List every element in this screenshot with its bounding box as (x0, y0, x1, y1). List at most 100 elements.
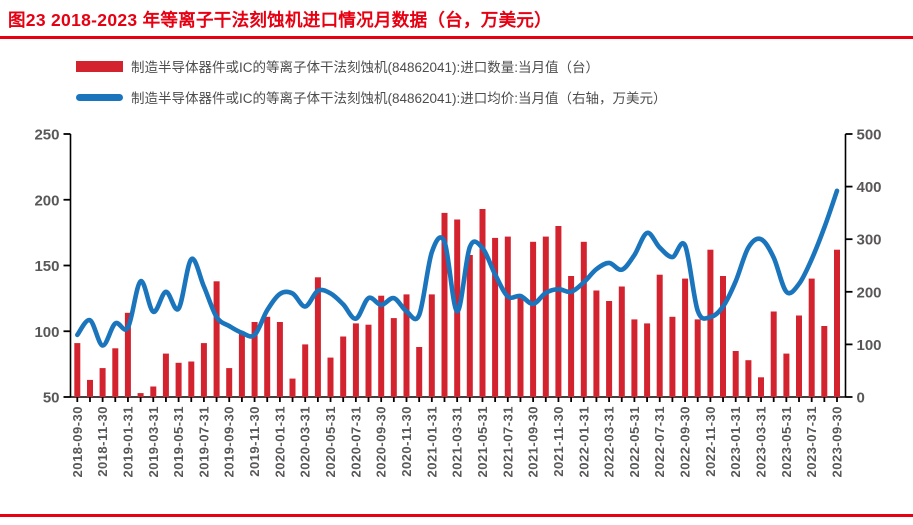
right-axis-tick-label: 300 (857, 232, 882, 249)
x-axis-tick-label: 2022-07-31 (652, 406, 667, 478)
import-quantity-bar (137, 393, 144, 397)
left-axis-tick-label: 50 (43, 390, 60, 407)
figure-title: 图23 2018-2023 年等离子干法刻蚀机进口情况月数据（台，万美元） (8, 10, 552, 30)
import-quantity-bar (580, 241, 587, 397)
x-axis-tick-label: 2021-05-31 (475, 406, 490, 478)
x-axis-tick-label: 2020-05-31 (323, 406, 338, 478)
x-axis-tick-label: 2022-11-30 (703, 406, 718, 477)
x-axis-tick-label: 2022-09-30 (678, 406, 693, 478)
legend-bar-swatch (76, 60, 123, 72)
import-quantity-bar (226, 368, 233, 397)
import-quantity-bar (302, 344, 309, 397)
import-quantity-bar (340, 336, 347, 397)
import-quantity-bar (732, 351, 739, 397)
right-axis-tick-label: 100 (857, 337, 882, 354)
import-quantity-bar (188, 361, 195, 397)
x-axis-tick-label: 2018-09-30 (70, 406, 85, 478)
x-axis-tick-label: 2019-11-30 (247, 406, 262, 477)
import-quantity-bar (264, 316, 271, 397)
import-quantity-bar (796, 315, 802, 397)
import-quantity-bar (504, 236, 511, 397)
x-axis-tick-label: 2020-11-30 (399, 406, 414, 477)
right-axis-tick-label: 0 (857, 390, 865, 407)
x-axis-tick-label: 2021-07-31 (500, 406, 515, 478)
right-axis-tick-label: 500 (857, 127, 882, 144)
legend-item-quantity: 制造半导体器件或IC的等离子体干法刻蚀机(84862041):进口数量:当月值（… (76, 55, 667, 77)
import-quantity-bar (783, 353, 790, 397)
import-quantity-bar (682, 278, 689, 397)
import-quantity-bar (517, 295, 524, 397)
import-quantity-bar (745, 360, 752, 397)
import-quantity-bar (428, 294, 435, 397)
import-quantity-bar (162, 353, 169, 397)
import-quantity-bar (74, 343, 81, 397)
x-axis-tick-label: 2022-05-31 (627, 406, 642, 478)
import-quantity-bar (618, 286, 625, 397)
x-axis-tick-label: 2020-07-31 (348, 406, 363, 478)
x-axis-tick-label: 2023-01-31 (728, 406, 743, 478)
import-quantity-bar (276, 322, 283, 397)
left-axis-tick-label: 150 (34, 258, 59, 275)
import-quantity-bar (631, 319, 638, 397)
left-axis-tick-label: 200 (34, 192, 59, 209)
x-axis-tick-label: 2020-01-31 (272, 406, 287, 478)
import-quantity-bar (593, 290, 600, 397)
x-axis-tick-label: 2020-03-31 (298, 406, 313, 478)
import-quantity-bar (479, 209, 486, 397)
footer-rule (0, 514, 913, 517)
import-quantity-bar (124, 312, 131, 397)
x-axis-tick-label: 2019-01-31 (120, 406, 135, 478)
import-quantity-bar (378, 295, 385, 397)
import-quantity-bar (87, 379, 93, 397)
import-quantity-bar (352, 323, 359, 397)
left-axis-tick-label: 100 (34, 324, 59, 341)
import-quantity-bar (758, 377, 764, 397)
import-quantity-bar (150, 386, 157, 397)
import-quantity-bar (200, 343, 207, 397)
left-axis-tick-label: 250 (34, 127, 59, 144)
legend-line-swatch (76, 93, 123, 101)
import-quantity-bar (403, 294, 410, 397)
import-quantity-bar (707, 249, 714, 397)
x-axis-tick-label: 2019-07-31 (196, 406, 211, 478)
import-quantity-bar (112, 348, 119, 397)
import-quantity-bar (416, 347, 423, 397)
x-axis-tick-label: 2020-09-30 (374, 406, 389, 478)
import-quantity-bar (656, 274, 663, 397)
import-quantity-bar (606, 301, 613, 397)
right-axis-tick-label: 200 (857, 284, 882, 301)
x-axis-tick-label: 2021-03-31 (450, 406, 465, 478)
legend-item-label: 制造半导体器件或IC的等离子体干法刻蚀机(84862041):进口数量:当月值（… (131, 60, 600, 75)
legend-item-price: 制造半导体器件或IC的等离子体干法刻蚀机(84862041):进口均价:当月值（… (76, 86, 667, 108)
import-quantity-bar (327, 357, 334, 397)
x-axis-tick-label: 2019-03-31 (146, 406, 161, 478)
x-axis-tick-label: 2022-03-31 (602, 406, 617, 478)
import-quantity-bar (365, 324, 372, 397)
import-quantity-bar (289, 378, 296, 397)
x-axis-tick-label: 2022-01-31 (576, 406, 591, 478)
chart-legend: 制造半导体器件或IC的等离子体干法刻蚀机(84862041):进口数量:当月值（… (76, 55, 667, 117)
import-quantity-bar (238, 333, 245, 397)
import-quantity-bar (808, 278, 815, 397)
right-axis-tick-label: 400 (857, 179, 882, 196)
import-quantity-bar (390, 318, 397, 397)
import-quantity-bar (213, 281, 220, 397)
import-quantity-bar (821, 326, 828, 397)
x-axis-tick-label: 2021-01-31 (424, 406, 439, 478)
x-axis-tick-label: 2023-07-31 (804, 406, 819, 478)
x-axis-tick-label: 2023-05-31 (779, 406, 794, 478)
import-quantity-bar (99, 368, 106, 397)
title-underline (0, 36, 913, 39)
import-quantity-bar (568, 276, 575, 397)
import-quantity-bar (720, 276, 726, 397)
import-quantity-bar (834, 249, 840, 397)
legend-item-label: 制造半导体器件或IC的等离子体干法刻蚀机(84862041):进口均价:当月值（… (131, 91, 667, 106)
import-quantity-bar (669, 316, 676, 397)
x-axis-tick-label: 2023-09-30 (830, 406, 845, 478)
x-axis-tick-label: 2018-11-30 (95, 406, 110, 477)
x-axis-tick-label: 2023-03-31 (754, 406, 769, 478)
import-quantity-bar (492, 237, 499, 397)
x-axis-tick-label: 2019-09-30 (222, 406, 237, 478)
